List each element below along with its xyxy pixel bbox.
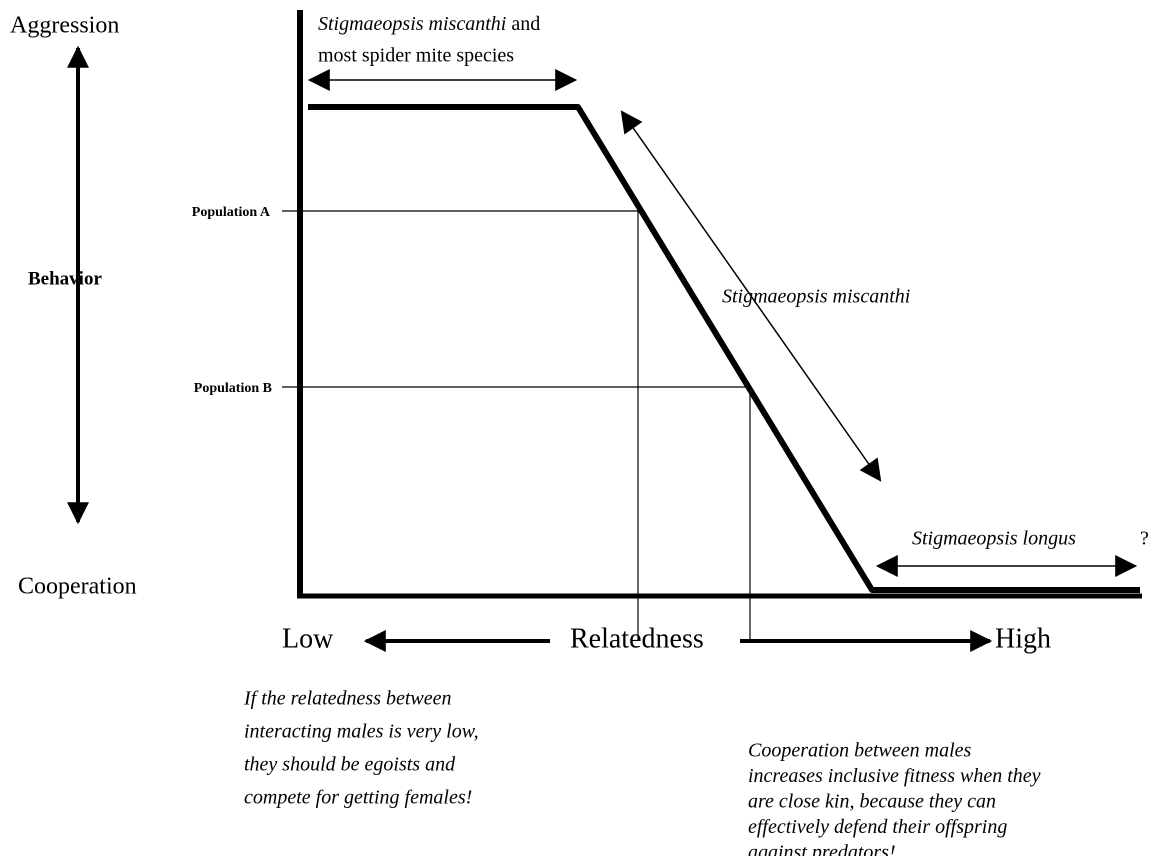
note-line: Cooperation between males bbox=[748, 740, 972, 762]
right-note: Cooperation between males increases inclu… bbox=[748, 740, 1041, 856]
slope-arrow bbox=[620, 110, 882, 482]
aggression-label: Aggression bbox=[10, 13, 119, 39]
high-label: High bbox=[995, 623, 1051, 654]
note-line: they should be egoists and bbox=[244, 754, 456, 776]
top-label: Stigmaeopsis miscanthi and bbox=[318, 13, 540, 35]
right-label-mark: ? bbox=[1140, 528, 1149, 550]
relatedness-label: Relatedness bbox=[570, 623, 704, 654]
note-line: increases inclusive fitness when they bbox=[748, 765, 1041, 787]
top-label-line2: most spider mite species bbox=[318, 45, 514, 67]
note-line: If the relatedness between bbox=[243, 688, 452, 710]
note-line: effectively defend their offspring bbox=[748, 816, 1007, 838]
species: Stigmaeopsis miscanthi bbox=[318, 13, 506, 35]
behavior-curve bbox=[308, 104, 1140, 593]
note-line: are close kin, because they can bbox=[748, 791, 996, 813]
population-label: Population A bbox=[192, 205, 271, 220]
right-label: Stigmaeopsis longus bbox=[912, 528, 1076, 550]
population-label: Population B bbox=[194, 381, 272, 396]
left-note: If the relatedness between interacting ma… bbox=[243, 688, 479, 809]
slope-label: Stigmaeopsis miscanthi bbox=[722, 286, 910, 308]
cooperation-label: Cooperation bbox=[18, 574, 137, 600]
note-line: interacting males is very low, bbox=[244, 721, 479, 743]
note-line: against predators! bbox=[748, 842, 896, 856]
shapes bbox=[67, 10, 1142, 652]
low-label: Low bbox=[282, 623, 334, 654]
rest: and bbox=[511, 13, 540, 35]
behavior-label: Behavior bbox=[28, 268, 102, 289]
note-line: compete for getting females! bbox=[244, 787, 472, 809]
